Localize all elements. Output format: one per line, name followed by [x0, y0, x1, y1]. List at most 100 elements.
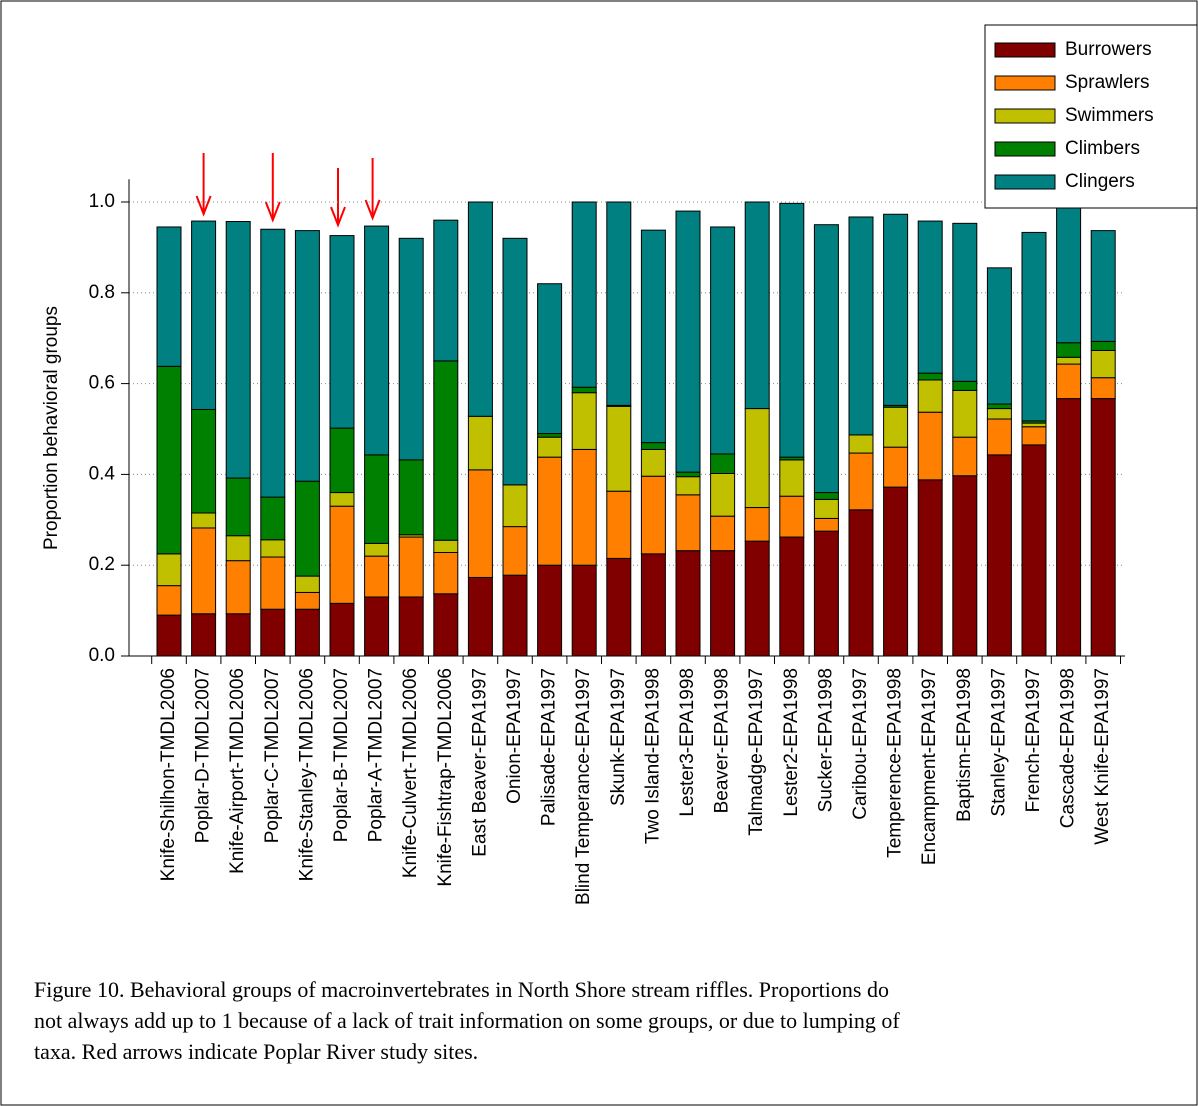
x-tick-label: Knife-Culvert-TMDL2006: [400, 668, 421, 878]
bar-segment: [260, 228, 286, 498]
bar-segment: [710, 472, 736, 517]
bar-segment: [640, 475, 666, 555]
bar-segment: [710, 453, 736, 474]
bar-segment: [986, 403, 1012, 410]
bar-segment: [1090, 230, 1116, 342]
bar-segment: [675, 494, 701, 552]
y-tick-label: 0.4: [89, 463, 116, 484]
bar-segment: [156, 585, 182, 616]
x-tick-label: Sucker-EPA1998: [815, 668, 836, 812]
bar-segment: [467, 469, 493, 578]
legend-swatch: [994, 141, 1056, 157]
bar-segment: [398, 596, 424, 657]
legend-label: Climbers: [1065, 138, 1140, 159]
bar-segment: [1056, 342, 1082, 358]
bar-segment: [433, 539, 459, 553]
bar-segment: [191, 408, 217, 514]
x-tick-label: Palisade-EPA1997: [539, 668, 560, 826]
caption: Figure 10. Behavioral groups of macroinv…: [34, 977, 889, 1002]
bar-segment: [952, 475, 978, 657]
bar-segment: [813, 224, 839, 494]
bar-segment: [398, 459, 424, 536]
bar-segment: [502, 237, 528, 486]
x-tick-label: Poplar-D-TMDL2007: [193, 668, 214, 843]
bar-segment: [329, 427, 355, 494]
x-tick-label: Onion-EPA1997: [504, 668, 525, 804]
bar-segment: [710, 226, 736, 455]
bar-segment: [1090, 349, 1116, 379]
x-tick-label: Poplar-B-TMDL2007: [331, 668, 352, 842]
bar-segment: [1090, 377, 1116, 400]
bar-segment: [848, 509, 874, 657]
bar-segment: [571, 201, 597, 388]
x-tick-label: French-EPA1997: [1023, 668, 1044, 812]
bar-segment: [883, 406, 909, 448]
bar-segment: [294, 575, 320, 593]
bar-segment: [986, 418, 1012, 456]
bar-segment: [571, 392, 597, 450]
bar-segment: [883, 486, 909, 657]
bar-segment: [502, 526, 528, 576]
bar-segment: [744, 408, 770, 509]
x-tick-label: Baptism-EPA1998: [954, 668, 975, 822]
bar-segment: [260, 496, 286, 541]
caption: taxa. Red arrows indicate Poplar River s…: [34, 1039, 478, 1064]
bar-segment: [329, 602, 355, 657]
x-tick-label: Temperence-EPA1998: [885, 668, 906, 858]
arrows: [195, 153, 381, 228]
x-tick-label: Caribou-EPA1997: [850, 668, 871, 820]
bar-segment: [1056, 356, 1082, 365]
bar-segment: [710, 550, 736, 657]
bar-segment: [225, 560, 251, 615]
bar-segment: [225, 221, 251, 479]
bar-segment: [917, 220, 943, 374]
x-tick-label: Encampment-EPA1997: [919, 668, 940, 865]
bar-segment: [1056, 206, 1082, 344]
bar-segment: [156, 365, 182, 555]
bar-segment: [191, 220, 217, 410]
bar-segment: [848, 216, 874, 436]
bar-segment: [329, 235, 355, 429]
bar-segment: [225, 535, 251, 562]
y-tick-label: 0.6: [89, 373, 115, 394]
y-tick-label: 0.2: [89, 554, 115, 575]
x-tick-label: Two Island-EPA1998: [642, 668, 663, 844]
bar-segment: [606, 201, 632, 406]
bar-segment: [675, 210, 701, 473]
bar-segment: [813, 517, 839, 532]
bar-segment: [433, 593, 459, 657]
bar-segment: [848, 452, 874, 511]
bar-segment: [986, 454, 1012, 657]
bar-segment: [156, 614, 182, 657]
bar-segment: [606, 405, 632, 492]
bar-segment: [779, 495, 805, 538]
bar-segment: [398, 237, 424, 461]
bar-segment: [571, 564, 597, 657]
bar-segment: [710, 515, 736, 552]
bar-segment: [502, 484, 528, 528]
bar-segment: [364, 555, 390, 598]
bar-segment: [813, 530, 839, 657]
bar-segment: [225, 477, 251, 537]
x-tick-label: Lester2-EPA1998: [781, 668, 802, 817]
bar-segment: [952, 222, 978, 382]
x-tick-label: West Knife-EPA1997: [1092, 668, 1113, 845]
bar-segment: [398, 536, 424, 598]
legend-label: Swimmers: [1065, 105, 1154, 126]
bar-segment: [433, 219, 459, 362]
bar-segment: [467, 201, 493, 417]
bar-segment: [294, 480, 320, 577]
bar-segment: [606, 490, 632, 559]
bar-segment: [1056, 363, 1082, 400]
bar-segment: [364, 542, 390, 557]
x-tick-label: East Beaver-EPA1997: [469, 668, 490, 857]
bar-segment: [260, 556, 286, 610]
bar-segment: [917, 479, 943, 657]
bar-segment: [537, 564, 563, 657]
bar-segment: [225, 613, 251, 657]
x-tick-label: Knife-Shilhon-TMDL2006: [158, 668, 179, 881]
bar-segment: [1056, 398, 1082, 657]
bar-segment: [779, 202, 805, 458]
bar-segment: [986, 408, 1012, 420]
legend-swatch: [994, 108, 1056, 124]
